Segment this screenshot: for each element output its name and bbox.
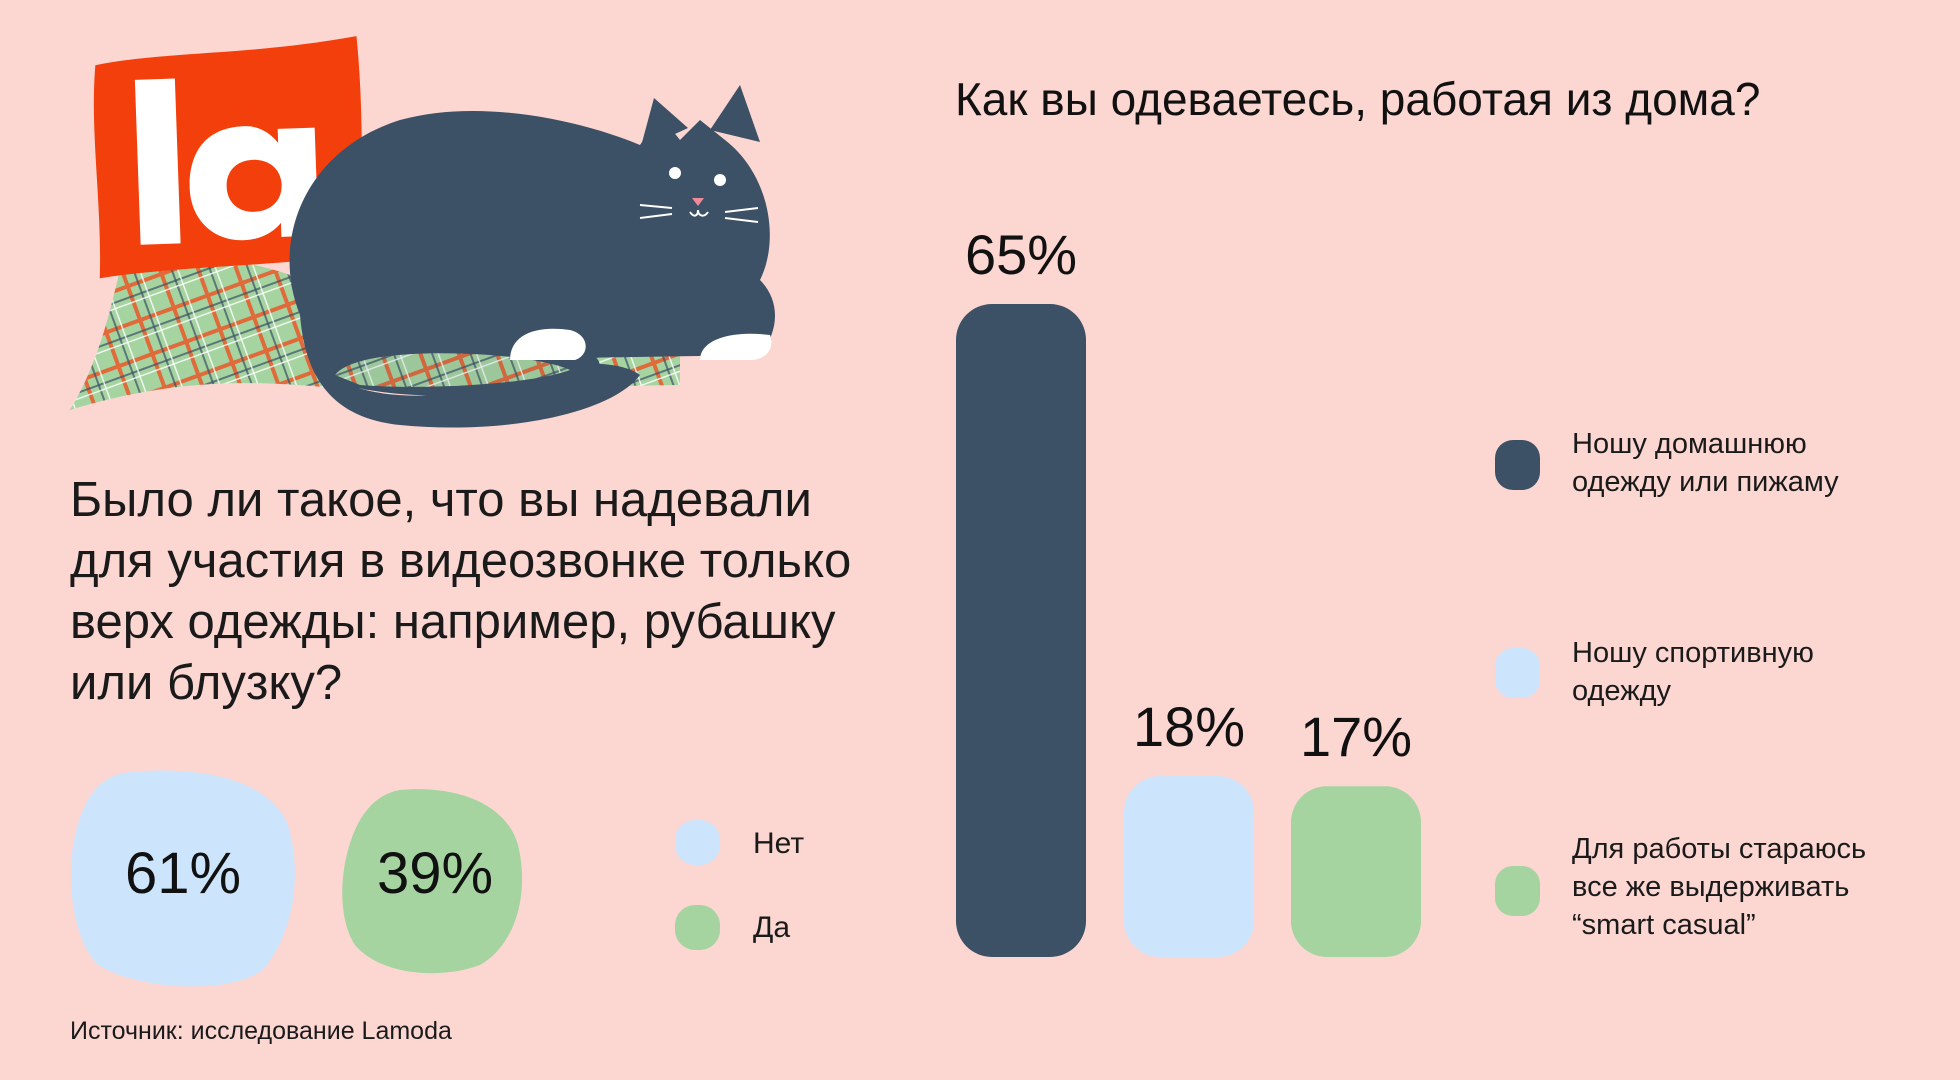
legend-swatch-2 [1495, 648, 1540, 698]
legend-label-yes: Да [753, 911, 791, 944]
bar-value-label-3: 17% [1300, 705, 1412, 768]
legend-swatch-no [675, 820, 720, 865]
legend-label-line: Ношу спортивную [1572, 637, 1814, 669]
legend-label-line: одежду или пижаму [1572, 466, 1839, 498]
legend-label-line: все же выдерживать [1572, 871, 1850, 903]
legend-label-no: Нет [753, 827, 805, 860]
legend-swatch-1 [1495, 440, 1540, 490]
bar-value-label-2: 18% [1133, 695, 1245, 758]
legend-swatch-yes [675, 905, 720, 950]
bar-value-label-1: 65% [965, 223, 1077, 286]
chart-title: Как вы одеваетесь, работая из дома? [955, 73, 1761, 125]
cat-paw-right [700, 333, 772, 360]
cat-paw-left [510, 328, 586, 360]
blob-yes-percent: 39% [376, 841, 494, 906]
source-note: Источник: исследование Lamoda [70, 1017, 452, 1045]
blob-no-percent: 61% [124, 841, 242, 906]
cat-illustration [70, 36, 775, 428]
blob-yes [342, 789, 523, 974]
lamoda-logo [93, 36, 362, 279]
left-question-title: Было ли такое, что вы надевали для участ… [70, 473, 852, 710]
bar-2 [1124, 776, 1254, 957]
legend-label-1: Ношу домашнюю одежду или пижаму [1572, 425, 1839, 501]
blob-no [71, 770, 295, 987]
legend-label-2: Ношу спортивную одежду [1572, 634, 1814, 710]
bar-1 [956, 304, 1086, 957]
bar-3 [1291, 786, 1421, 957]
legend-label-line: одежду [1572, 675, 1672, 707]
legend-swatch-3 [1495, 866, 1540, 916]
legend-label-line: Для работы стараюсь [1572, 833, 1867, 865]
legend-label-3: Для работы стараюсь все же выдерживать “sm… [1572, 830, 1866, 944]
legend-label-line: Ношу домашнюю [1572, 428, 1807, 460]
legend-label-line: “smart casual” [1572, 909, 1756, 941]
